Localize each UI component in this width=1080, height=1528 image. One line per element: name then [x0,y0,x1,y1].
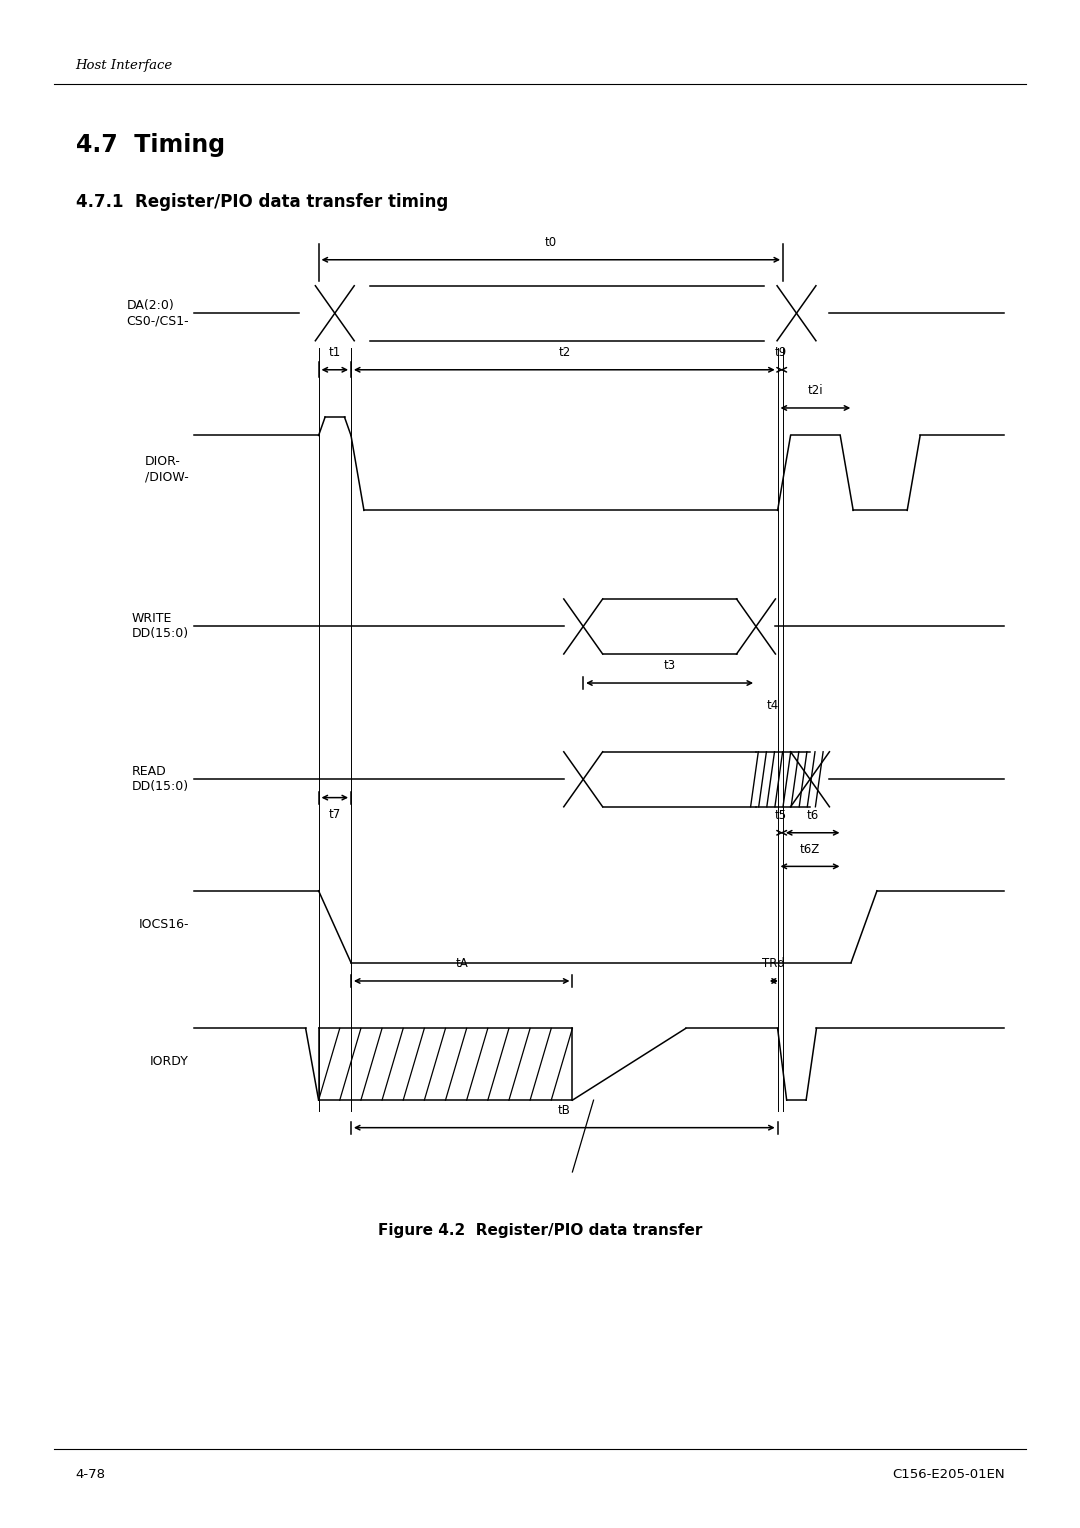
Text: 4-78: 4-78 [76,1468,106,1481]
Text: WRITE
DD(15:0): WRITE DD(15:0) [132,613,189,640]
Text: t5: t5 [774,808,786,822]
Text: Figure 4.2  Register/PIO data transfer: Figure 4.2 Register/PIO data transfer [378,1222,702,1238]
Text: C156-E205-01EN: C156-E205-01EN [892,1468,1004,1481]
Text: t3: t3 [663,659,676,672]
Text: t7: t7 [328,808,341,822]
Text: READ
DD(15:0): READ DD(15:0) [132,766,189,793]
Text: t0: t0 [544,235,557,249]
Text: t6: t6 [807,808,819,822]
Text: t1: t1 [328,345,341,359]
Text: IOCS16-: IOCS16- [138,918,189,931]
Text: Host Interface: Host Interface [76,58,173,72]
Text: DIOR-
/DIOW-: DIOR- /DIOW- [145,455,189,483]
Text: DA(2:0)
CS0-/CS1-: DA(2:0) CS0-/CS1- [126,299,189,327]
Text: IORDY: IORDY [150,1056,189,1068]
Text: 4.7.1  Register/PIO data transfer timing: 4.7.1 Register/PIO data transfer timing [76,193,448,211]
Text: TRd: TRd [762,957,785,970]
Text: t9: t9 [774,345,786,359]
Text: t4: t4 [767,700,779,712]
Text: t2: t2 [558,345,570,359]
Text: tB: tB [558,1103,570,1117]
Text: tA: tA [456,957,468,970]
Text: t6Z: t6Z [800,842,820,856]
Text: t2i: t2i [808,384,823,397]
Text: 4.7  Timing: 4.7 Timing [76,133,225,157]
